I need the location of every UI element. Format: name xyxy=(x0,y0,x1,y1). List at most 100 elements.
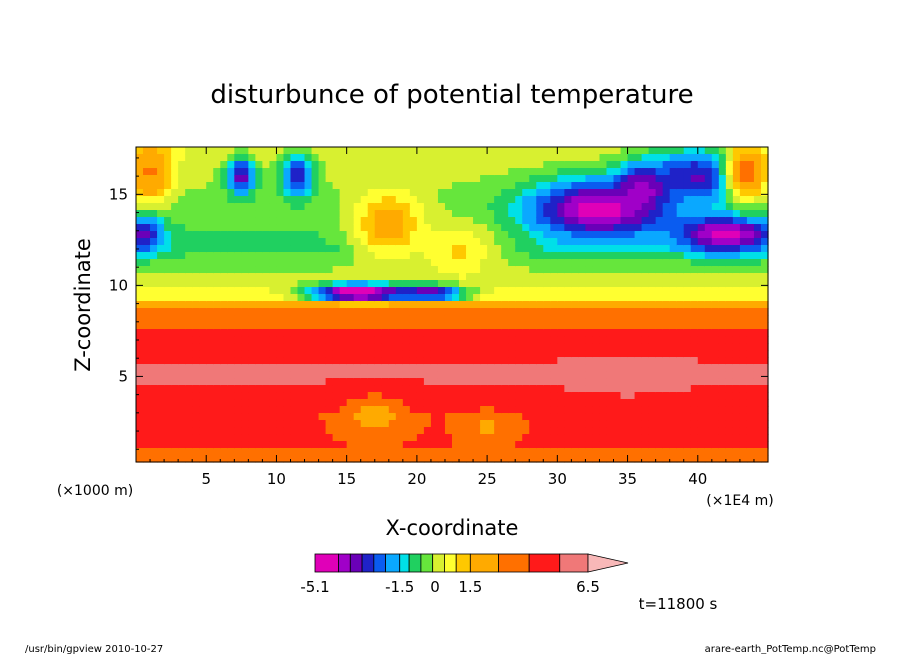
field-cell xyxy=(353,441,362,449)
field-cell xyxy=(220,182,228,190)
field-cell xyxy=(206,175,214,183)
field-cell xyxy=(332,308,341,316)
field-cell xyxy=(725,175,734,183)
field-cell xyxy=(690,427,699,435)
field-cell xyxy=(459,448,467,456)
field-cell xyxy=(599,336,608,344)
field-cell xyxy=(227,357,235,365)
field-cell xyxy=(220,350,228,358)
field-cell xyxy=(459,301,467,309)
field-cell xyxy=(241,448,249,456)
field-cell xyxy=(395,350,404,358)
field-cell xyxy=(262,217,271,225)
field-cell xyxy=(220,336,228,344)
field-cell xyxy=(452,231,460,239)
field-cell xyxy=(150,301,158,309)
field-cell xyxy=(473,217,481,225)
field-cell xyxy=(676,427,685,435)
field-cell xyxy=(360,413,369,421)
field-cell xyxy=(536,168,544,176)
field-cell xyxy=(494,161,502,169)
field-cell xyxy=(662,301,671,309)
field-cell xyxy=(150,182,158,190)
field-cell xyxy=(571,273,579,281)
field-cell xyxy=(346,399,355,407)
field-cell xyxy=(430,273,439,281)
field-cell xyxy=(430,147,439,155)
field-cell xyxy=(185,441,193,449)
field-cell xyxy=(662,336,671,344)
field-cell xyxy=(304,343,313,351)
field-cell xyxy=(353,343,362,351)
field-cell xyxy=(536,315,544,323)
field-cell xyxy=(557,441,565,449)
field-cell xyxy=(304,392,313,400)
field-cell xyxy=(283,161,292,169)
field-cell xyxy=(606,448,615,456)
field-cell xyxy=(199,371,207,379)
field-cell xyxy=(374,322,383,330)
field-cell xyxy=(192,224,200,232)
field-cell xyxy=(304,371,313,379)
field-cell xyxy=(459,420,467,428)
field-cell xyxy=(255,399,263,407)
field-cell xyxy=(550,343,558,351)
field-cell xyxy=(402,413,411,421)
field-cell xyxy=(550,308,558,316)
field-cell xyxy=(206,329,214,337)
field-cell xyxy=(725,210,734,218)
colorbar-segment xyxy=(455,553,471,573)
field-cell xyxy=(402,406,411,414)
field-cell xyxy=(353,252,362,260)
field-cell xyxy=(634,224,643,232)
field-cell xyxy=(206,259,214,267)
field-cell xyxy=(227,301,235,309)
field-cell xyxy=(739,350,748,358)
field-cell xyxy=(353,434,362,442)
field-cell xyxy=(248,203,256,211)
field-cell xyxy=(164,147,172,155)
field-cell xyxy=(487,378,495,386)
field-cell xyxy=(557,252,565,260)
field-cell xyxy=(339,406,348,414)
field-cell xyxy=(353,273,362,281)
field-cell xyxy=(543,266,551,274)
field-cell xyxy=(269,448,278,456)
field-cell xyxy=(290,427,299,435)
field-cell xyxy=(150,357,158,365)
field-cell xyxy=(739,266,748,274)
field-cell xyxy=(760,245,769,253)
field-cell xyxy=(157,420,165,428)
field-cell xyxy=(437,238,446,246)
field-cell xyxy=(402,266,411,274)
field-cell xyxy=(220,406,228,414)
field-cell xyxy=(388,399,397,407)
field-cell xyxy=(325,301,334,309)
field-cell xyxy=(557,224,565,232)
field-cell xyxy=(423,147,432,155)
field-cell xyxy=(676,252,685,260)
field-cell xyxy=(592,238,601,246)
field-cell xyxy=(634,147,643,155)
field-cell xyxy=(199,399,207,407)
field-cell xyxy=(620,308,629,316)
field-cell xyxy=(613,252,622,260)
field-cell xyxy=(171,385,179,393)
field-cell xyxy=(732,154,741,162)
field-cell xyxy=(760,455,769,463)
field-cell xyxy=(353,238,362,246)
field-cell xyxy=(648,392,657,400)
field-cell xyxy=(416,168,425,176)
field-cell xyxy=(269,420,278,428)
field-cell xyxy=(374,280,383,288)
field-cell xyxy=(255,217,263,225)
field-cell xyxy=(669,266,678,274)
field-cell xyxy=(515,420,523,428)
field-cell xyxy=(297,364,306,372)
field-cell xyxy=(339,287,348,295)
field-cell xyxy=(690,280,699,288)
field-cell xyxy=(381,245,390,253)
field-cell xyxy=(662,392,671,400)
field-cell xyxy=(409,448,418,456)
field-cell xyxy=(459,441,467,449)
